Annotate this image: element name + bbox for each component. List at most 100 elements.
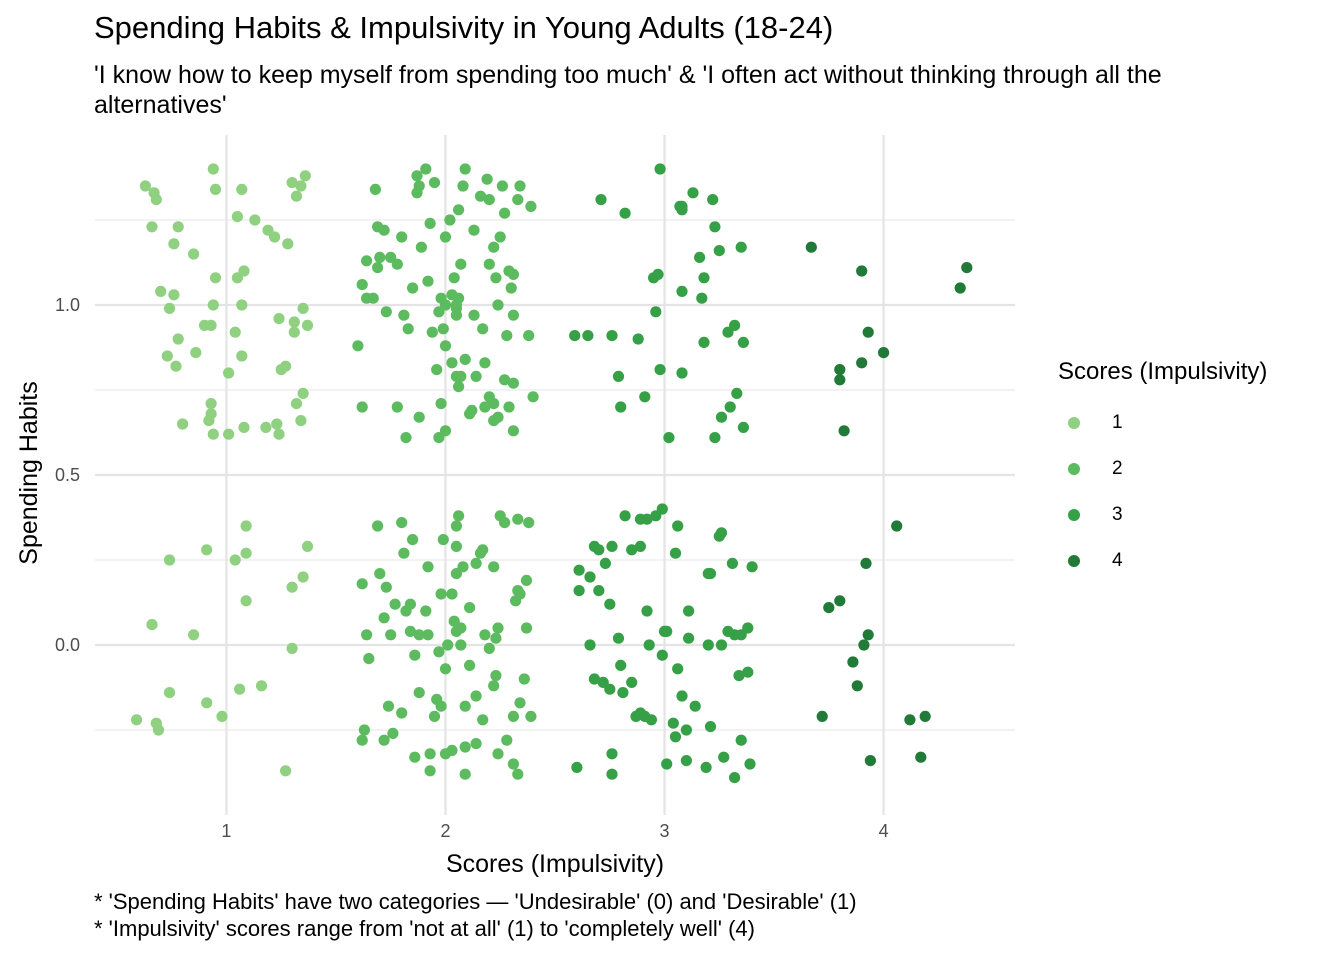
data-point-series-2 [488,241,500,253]
data-point-series-3 [696,292,708,304]
data-point-series-2 [361,629,373,641]
data-point-series-2 [439,663,452,675]
data-point-series-3 [612,370,625,382]
data-point-series-1 [229,326,241,338]
data-point-series-2 [420,605,432,617]
data-point-series-2 [404,598,416,610]
data-point-series-2 [464,659,476,672]
data-point-series-2 [507,268,519,280]
data-point-series-2 [433,306,445,318]
data-point-series-2 [448,272,460,284]
data-point-series-3 [641,605,653,617]
data-point-series-2 [453,510,465,522]
data-point-series-1 [150,194,162,206]
data-point-series-2 [453,204,465,216]
data-point-series-3 [606,768,618,780]
data-point-series-4 [838,425,850,437]
data-point-series-1 [240,595,252,607]
data-point-series-2 [512,513,524,525]
data-point-series-3 [667,717,679,729]
data-point-series-3 [709,432,721,444]
data-point-series-1 [286,177,298,189]
legend-key [1060,463,1088,475]
data-point-series-1 [168,289,180,301]
data-point-series-2 [483,194,495,206]
data-point-series-2 [459,700,471,712]
data-point-series-2 [514,180,526,192]
data-point-series-3 [715,411,728,423]
data-point-series-2 [358,724,370,736]
data-point-series-2 [424,217,436,229]
data-point-series-4 [856,265,868,277]
data-point-series-2 [435,398,447,410]
data-point-series-1 [286,581,298,593]
x-tick-label: 3 [660,821,670,841]
data-point-series-2 [490,272,502,284]
data-point-series-3 [573,585,585,597]
data-point-series-2 [499,374,511,386]
data-point-series-2 [435,700,447,712]
legend-label: 1 [1112,412,1123,433]
data-point-series-2 [385,629,397,641]
data-point-series-2 [431,364,443,376]
data-point-series-1 [163,554,176,566]
data-point-series-1 [271,418,283,430]
data-point-series-3 [615,401,627,413]
data-point-series-1 [170,360,182,372]
data-point-series-2 [507,309,519,321]
data-point-series-2 [409,649,421,661]
data-point-series-1 [172,333,184,345]
data-point-series-1 [155,285,167,297]
data-point-series-3 [604,683,616,695]
data-point-series-2 [444,214,456,226]
data-point-series-3 [639,391,651,403]
data-point-series-3 [626,544,638,556]
data-point-series-3 [650,510,662,522]
data-point-series-4 [864,755,877,767]
data-point-series-2 [525,710,537,723]
data-point-series-3 [715,639,728,651]
data-point-series-2 [442,639,454,651]
data-point-series-2 [369,183,381,195]
data-point-series-2 [512,194,524,206]
data-point-series-1 [297,571,309,583]
data-point-series-2 [411,187,423,199]
data-point-series-3 [606,540,618,553]
data-point-series-1 [240,520,252,532]
data-point-series-3 [694,251,706,263]
data-point-series-2 [468,309,480,321]
data-point-series-2 [411,170,423,182]
data-point-series-3 [702,639,714,651]
data-point-series-2 [514,588,526,600]
data-point-series-4 [858,639,870,651]
data-point-series-2 [470,370,482,382]
data-point-series-2 [422,629,434,641]
data-point-series-3 [582,330,594,342]
data-point-series-2 [523,517,535,529]
data-point-series-3 [669,547,682,559]
caption-line: * 'Impulsivity' scores range from 'not a… [94,916,755,941]
data-point-series-1 [301,540,314,553]
data-point-series-2 [481,173,493,185]
data-point-series-1 [234,683,246,695]
data-point-series-1 [207,428,219,440]
data-point-series-3 [584,639,596,651]
data-point-series-2 [470,738,482,750]
data-point-series-1 [229,554,241,566]
data-point-series-2 [450,568,462,580]
data-point-series-2 [407,534,419,546]
legend-dot-icon [1068,509,1080,521]
data-point-series-3 [595,194,607,206]
data-point-series-2 [488,415,500,427]
data-point-series-2 [477,323,489,335]
legend-key [1060,555,1088,567]
data-point-series-1 [163,687,176,699]
data-point-series-2 [507,377,519,389]
data-point-series-2 [503,401,515,413]
data-point-series-2 [512,768,524,780]
data-point-series-2 [477,714,489,726]
data-point-series-2 [367,292,379,304]
data-point-series-1 [201,544,213,556]
data-point-series-2 [518,673,530,685]
data-point-series-1 [295,415,307,427]
